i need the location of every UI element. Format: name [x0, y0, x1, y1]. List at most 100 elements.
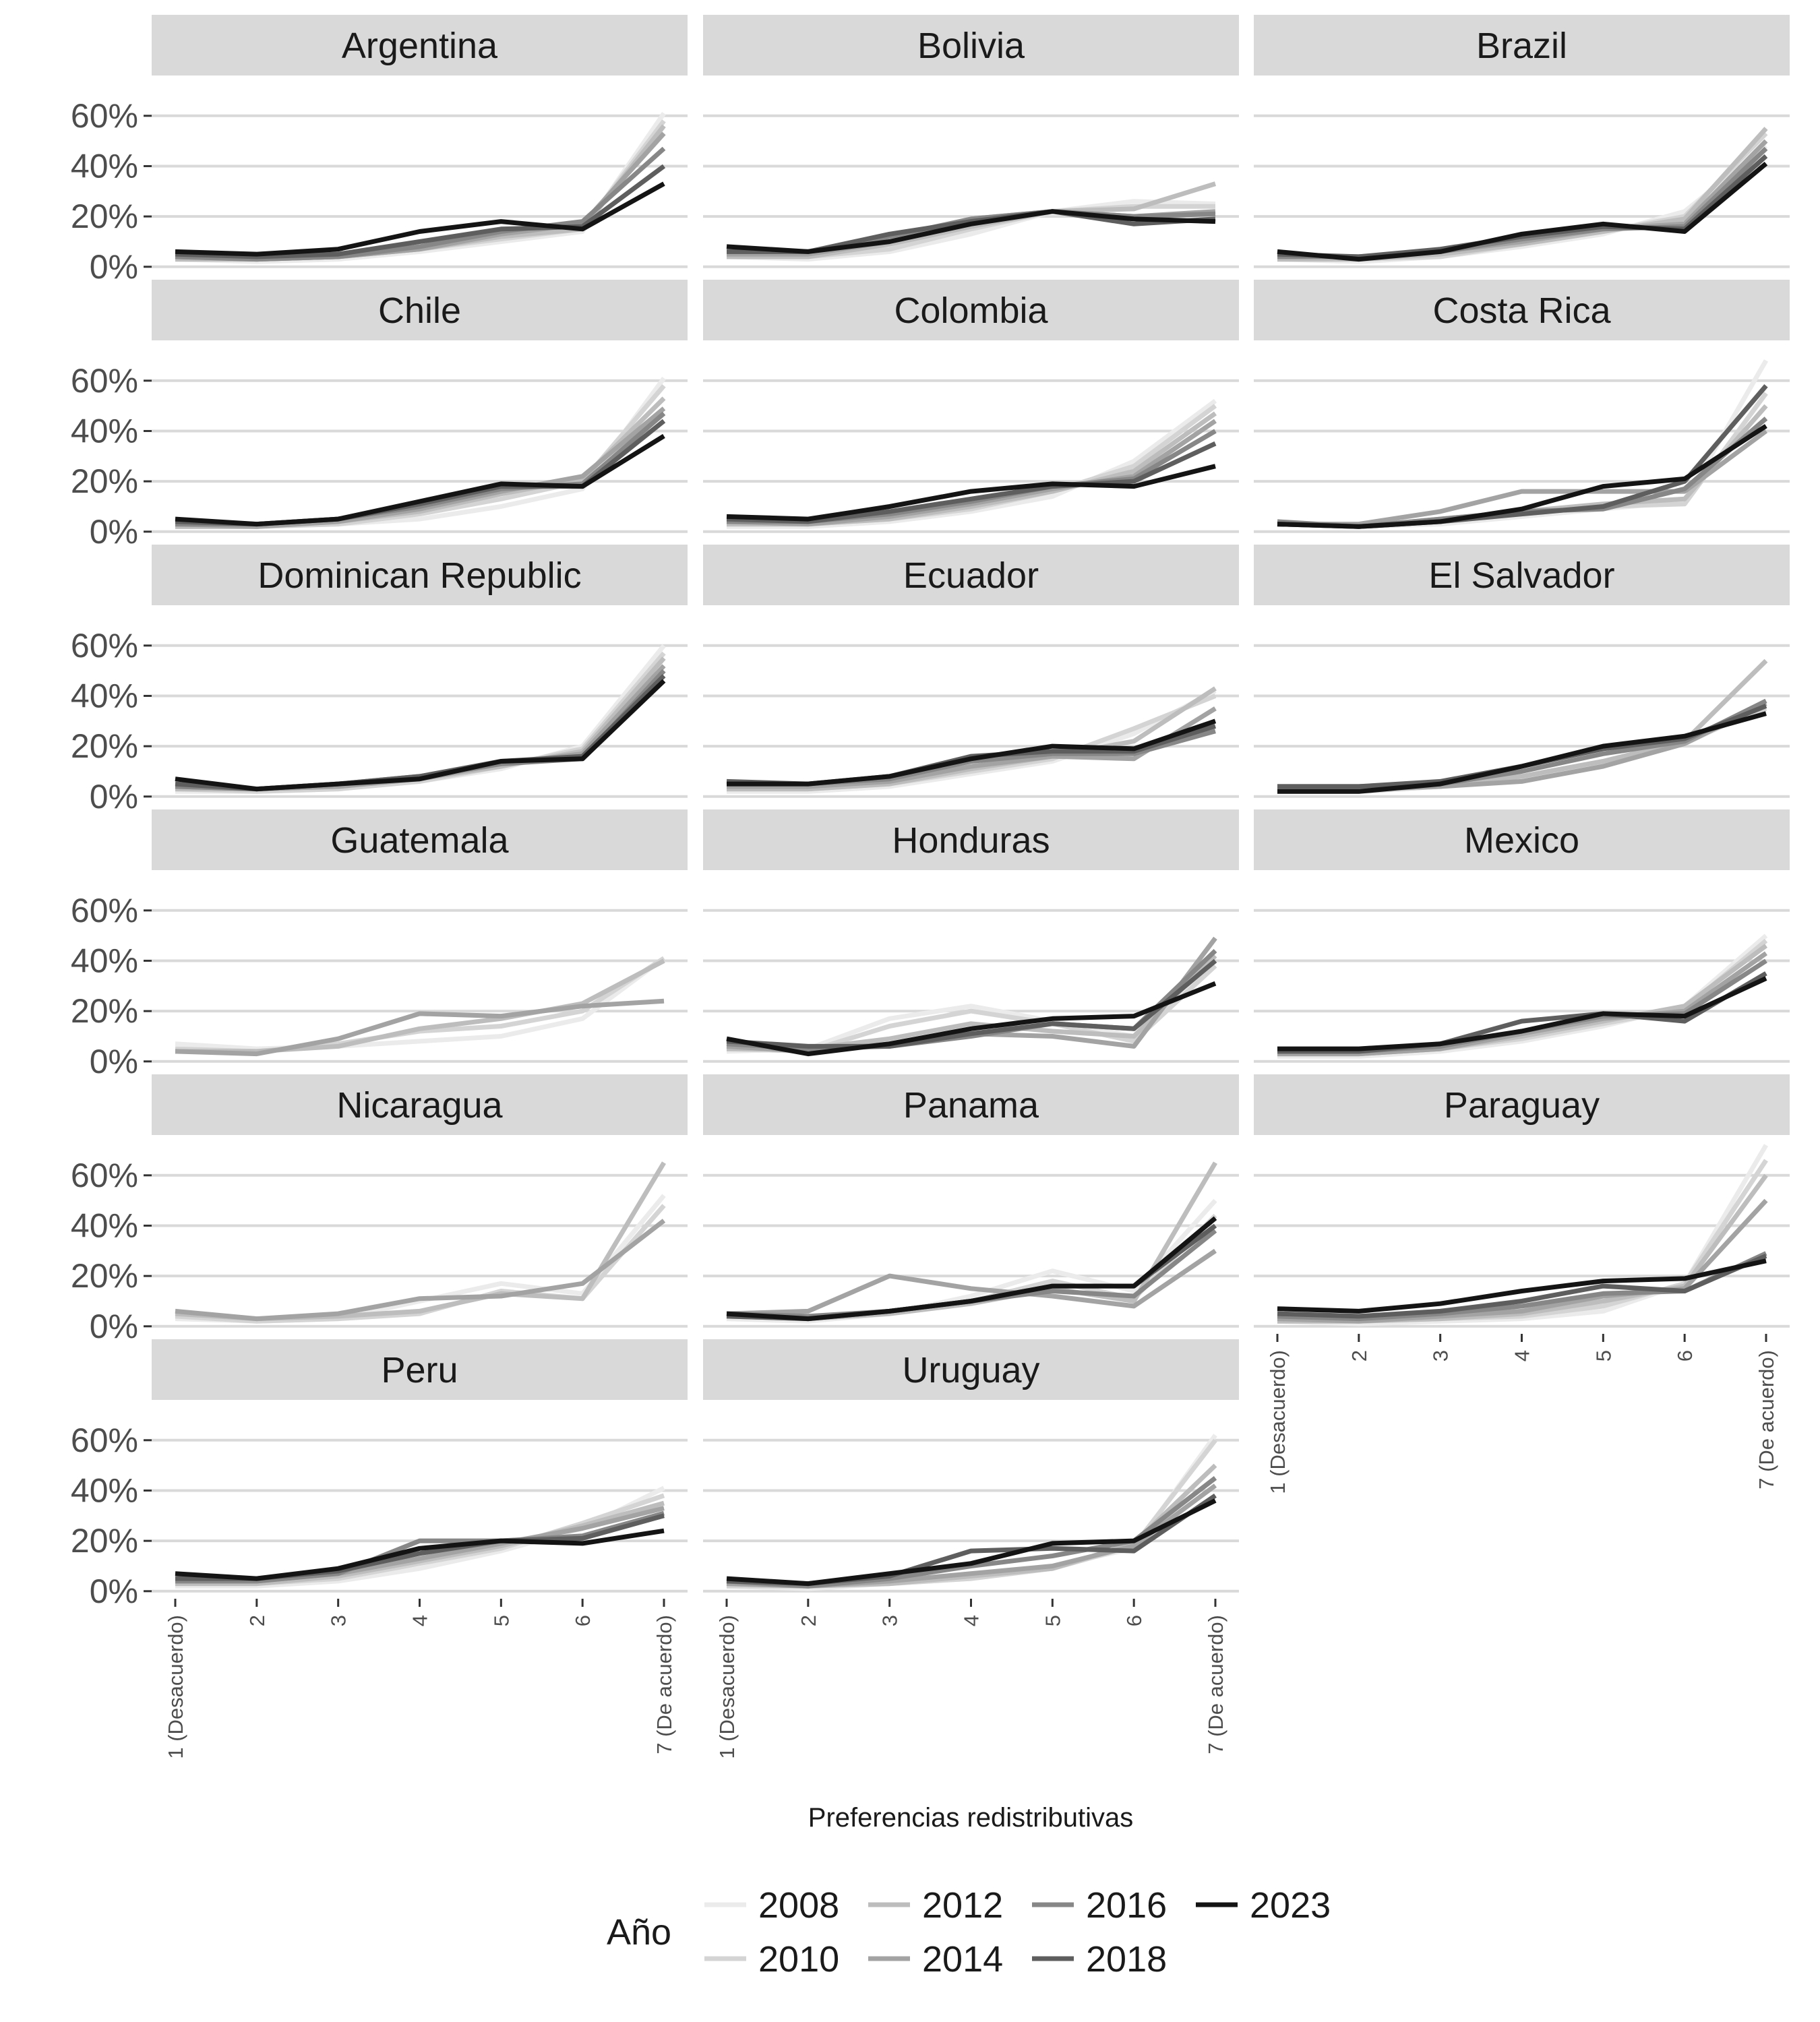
legend: Año 2008 2010 2012 2014 2016 2018 2023	[607, 1885, 1331, 1980]
panel-argentina: Argentina 0% 20% 40% 60%	[71, 15, 688, 286]
series-line-2018	[1277, 1254, 1767, 1319]
y-tick-label: 40%	[71, 412, 138, 450]
panel-strip	[152, 545, 688, 605]
panel-paraguay: Paraguay 1 (Desacuerdo) 2 3 4 5 6 7 (De acuerdo…	[1254, 1074, 1790, 1494]
series-line-2010	[175, 1204, 666, 1324]
panel-strip	[703, 545, 1239, 605]
x-tick-label: 5	[489, 1615, 513, 1626]
y-tick-label: 0%	[90, 1308, 138, 1345]
legend-label-2016: 2016	[1086, 1885, 1167, 1926]
series-line-2014	[175, 664, 666, 792]
panel-title: Costa Rica	[1432, 290, 1611, 331]
panel-title: Bolivia	[917, 26, 1025, 66]
panel-strip	[703, 280, 1239, 340]
panel-strip	[1254, 545, 1790, 605]
x-tick-label: 4	[1511, 1350, 1534, 1361]
panel-mexico: Mexico	[1254, 809, 1790, 1063]
panel-strip	[703, 809, 1239, 870]
series-line-2023	[726, 1216, 1217, 1322]
panel-strip	[703, 1339, 1239, 1400]
series-line-2014	[175, 998, 665, 1057]
y-tick-label: 60%	[71, 1157, 138, 1194]
panel-strip	[152, 1074, 688, 1135]
y-tick-label: 0%	[90, 1572, 138, 1610]
series-line-2008	[175, 112, 666, 264]
panel-peru: Peru 0% 20% 40% 60% 1 (Desacuerdo) 2 3 4 5 6 7 (De …	[71, 1339, 688, 1759]
panel-dominican-republic: Dominican Republic 0% 20% 40% 60%	[71, 545, 688, 816]
y-tick-label: 40%	[71, 1471, 138, 1509]
x-tick-label: 4	[960, 1615, 983, 1626]
series-line-2014	[175, 406, 666, 529]
y-tick-label: 0%	[90, 248, 138, 286]
legend-label-2018: 2018	[1086, 1939, 1167, 1980]
legend-label-2023: 2023	[1250, 1885, 1331, 1926]
x-tick-label: 2	[797, 1615, 820, 1626]
panel-strip	[1254, 280, 1790, 340]
x-tick-label: 3	[327, 1615, 351, 1626]
y-tick-label: 40%	[71, 1206, 138, 1244]
series-line-2012	[727, 686, 1217, 792]
series-line-2008	[726, 199, 1216, 262]
series-line-2008	[175, 1194, 666, 1324]
series-line-2012	[727, 181, 1217, 259]
y-tick-label: 20%	[71, 1257, 138, 1295]
panel-title: Nicaragua	[336, 1085, 503, 1126]
x-tick-label: 2	[245, 1615, 269, 1626]
legend-label-2008: 2008	[758, 1885, 839, 1926]
series-line-2008	[727, 688, 1217, 794]
series-line-2023	[175, 1528, 665, 1581]
series-line-2008	[1277, 359, 1769, 529]
y-tick-label: 20%	[71, 1522, 138, 1560]
legend-label-2012: 2012	[922, 1885, 1003, 1926]
panel-title: Mexico	[1464, 820, 1579, 861]
y-tick-label: 0%	[90, 1043, 138, 1080]
x-tick-label: 4	[408, 1615, 432, 1626]
panel-honduras: Honduras	[703, 809, 1239, 1063]
panel-strip	[1254, 15, 1790, 75]
x-tick-label: 1 (Desacuerdo)	[715, 1615, 739, 1759]
series-line-2023	[726, 1498, 1217, 1587]
series-line-2023	[1277, 162, 1768, 262]
x-tick-label: 1 (Desacuerdo)	[1266, 1350, 1290, 1494]
y-tick-label: 40%	[71, 942, 138, 979]
x-tick-label: 7 (De acuerdo)	[1755, 1350, 1778, 1490]
panel-title: Colombia	[894, 290, 1048, 331]
legend-label-2014: 2014	[922, 1939, 1003, 1980]
y-tick-label: 60%	[71, 627, 138, 665]
panel-title: Paraguay	[1444, 1085, 1600, 1126]
series-line-2023	[726, 209, 1216, 254]
series-line-2018	[1277, 971, 1767, 1054]
panel-title: Ecuador	[903, 555, 1039, 596]
series-line-2008	[175, 644, 666, 794]
series-line-2008	[727, 398, 1217, 529]
x-axis-title: Preferencias redistributivas	[808, 1803, 1133, 1833]
panel-title: Guatemala	[330, 820, 509, 861]
series-line-2008	[1277, 1144, 1769, 1326]
x-tick-label: 6	[1122, 1615, 1146, 1626]
panel-title: Chile	[378, 290, 461, 331]
y-tick-label: 60%	[71, 1421, 138, 1459]
series-line-2016	[1277, 698, 1767, 789]
series-line-2018	[175, 674, 666, 792]
panel-title: Panama	[903, 1085, 1039, 1126]
panel-ecuador: Ecuador	[703, 545, 1239, 798]
x-tick-label: 1 (Desacuerdo)	[164, 1615, 187, 1759]
y-tick-label: 40%	[71, 147, 138, 185]
panel-strip	[703, 1074, 1239, 1135]
y-tick-label: 20%	[71, 462, 138, 500]
series-line-2023	[726, 464, 1216, 522]
x-tick-label: 5	[1041, 1615, 1064, 1626]
series-line-2023	[175, 679, 666, 792]
series-line-2018	[1277, 384, 1768, 529]
panel-title: Brazil	[1476, 26, 1567, 66]
panel-strip	[1254, 1074, 1790, 1135]
panel-title: Uruguay	[902, 1350, 1039, 1390]
series-line-2023	[726, 981, 1217, 1057]
series-line-2014	[1277, 701, 1767, 792]
panel-title: Honduras	[892, 820, 1050, 861]
y-tick-label: 60%	[71, 362, 138, 400]
panel-bolivia: Bolivia	[703, 15, 1239, 268]
panel-strip	[703, 15, 1239, 75]
